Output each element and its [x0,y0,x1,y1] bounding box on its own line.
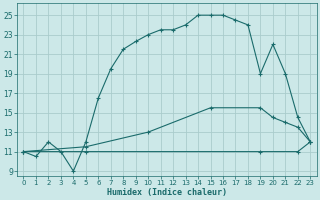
X-axis label: Humidex (Indice chaleur): Humidex (Indice chaleur) [107,188,227,197]
